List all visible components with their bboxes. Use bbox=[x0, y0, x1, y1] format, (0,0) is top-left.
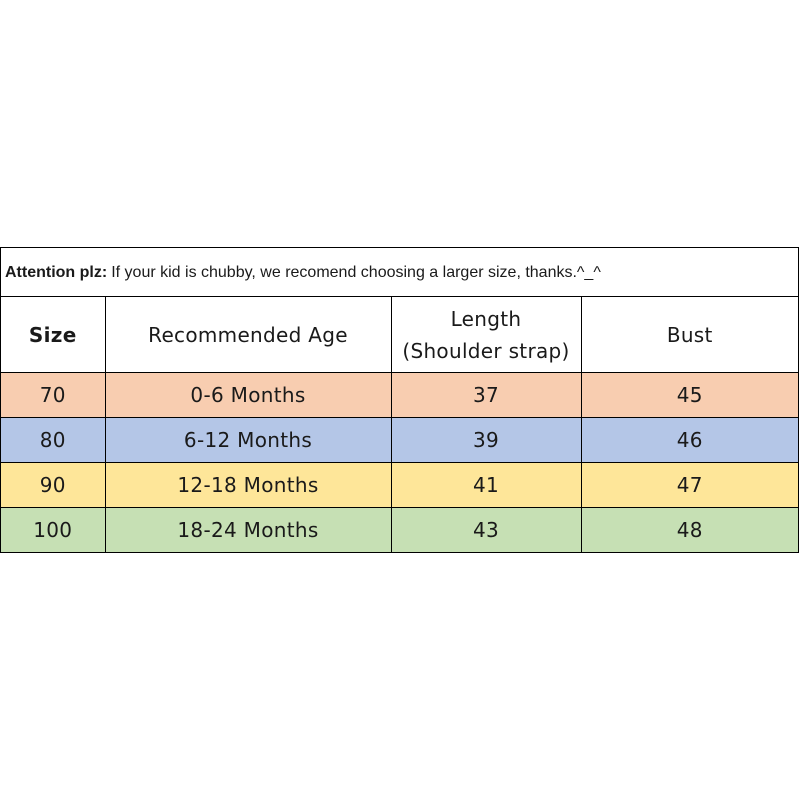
bust-cell: 45 bbox=[580, 372, 798, 418]
header-recommended-age: Recommended Age bbox=[104, 297, 392, 373]
bust-cell: 46 bbox=[580, 417, 798, 463]
age-cell: 6-12 Months bbox=[104, 417, 392, 463]
table-row: 70 0-6 Months 37 45 bbox=[1, 372, 798, 418]
length-cell: 43 bbox=[390, 507, 582, 552]
table-row: 100 18-24 Months 43 48 bbox=[1, 507, 798, 552]
header-bust: Bust bbox=[580, 297, 798, 373]
size-cell: 90 bbox=[1, 462, 106, 508]
header-size: Size bbox=[1, 297, 106, 373]
notice-lead: Attention plz: bbox=[5, 264, 108, 281]
length-cell: 37 bbox=[390, 372, 582, 418]
size-table: Size Recommended Age Length (Shoulder st… bbox=[1, 297, 798, 552]
attention-notice: Attention plz: If your kid is chubby, we… bbox=[1, 248, 798, 297]
header-length-line2: (Shoulder strap) bbox=[402, 338, 570, 363]
age-cell: 12-18 Months bbox=[104, 462, 392, 508]
bust-cell: 48 bbox=[580, 507, 798, 552]
age-cell: 0-6 Months bbox=[104, 372, 392, 418]
size-chart: Attention plz: If your kid is chubby, we… bbox=[0, 247, 799, 553]
header-row: Size Recommended Age Length (Shoulder st… bbox=[1, 297, 798, 373]
table-row: 90 12-18 Months 41 47 bbox=[1, 462, 798, 508]
header-length: Length (Shoulder strap) bbox=[390, 297, 582, 373]
length-cell: 41 bbox=[390, 462, 582, 508]
header-length-line1: Length bbox=[450, 306, 522, 331]
age-cell: 18-24 Months bbox=[104, 507, 392, 552]
notice-text: If your kid is chubby, we recomend choos… bbox=[111, 264, 601, 281]
bust-cell: 47 bbox=[580, 462, 798, 508]
size-cell: 100 bbox=[1, 507, 106, 552]
table-row: 80 6-12 Months 39 46 bbox=[1, 417, 798, 463]
length-cell: 39 bbox=[390, 417, 582, 463]
size-cell: 80 bbox=[1, 417, 106, 463]
size-cell: 70 bbox=[1, 372, 106, 418]
